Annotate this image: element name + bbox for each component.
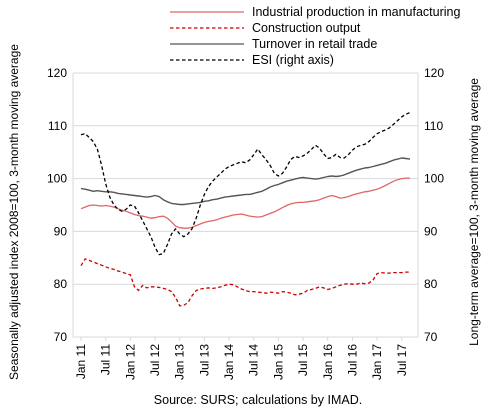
y2-tick-label: 80 bbox=[424, 277, 438, 291]
x-tick-label: Jul 16 bbox=[345, 344, 359, 376]
x-tick-label: Jul 14 bbox=[247, 344, 261, 376]
left-axis-title: Seasonally adjusted index 2008=100, 3-mo… bbox=[7, 44, 21, 380]
y-tick-label: 120 bbox=[47, 66, 67, 80]
series-line-1 bbox=[80, 177, 410, 229]
x-axis-ticks: Jan 11 Jul 11 Jan 12 Jul 12 Jan 13 Jul 13 Jan … bbox=[74, 337, 409, 380]
x-tick-label: Jan 16 bbox=[321, 344, 335, 380]
legend-label: Construction output bbox=[252, 21, 361, 35]
series-lines bbox=[80, 111, 411, 307]
x-tick-label: Jan 13 bbox=[173, 344, 187, 380]
x-tick-label: Jan 17 bbox=[370, 344, 384, 380]
source-note: Source: SURS; calculations by IMAD. bbox=[154, 393, 362, 407]
y2-tick-label: 120 bbox=[424, 66, 444, 80]
x-tick-label: Jul 15 bbox=[296, 344, 310, 376]
legend-label: ESI (right axis) bbox=[252, 53, 334, 67]
y-tick-label: 90 bbox=[54, 224, 68, 238]
y-tick-label: 70 bbox=[54, 330, 68, 344]
legend-label: Turnover in retail trade bbox=[252, 37, 377, 51]
x-tick-label: Jan 15 bbox=[271, 344, 285, 380]
y-tick-label: 110 bbox=[48, 119, 67, 133]
x-tick-label: Jan 11 bbox=[74, 344, 88, 379]
x-tick-label: Jan 14 bbox=[222, 344, 236, 380]
legend-label: Industrial production in manufacturing bbox=[252, 5, 461, 19]
y-tick-label: 80 bbox=[54, 277, 68, 291]
x-tick-label: Jul 12 bbox=[148, 344, 162, 376]
series-line-4 bbox=[80, 111, 411, 256]
series-line-3 bbox=[80, 157, 411, 206]
gridlines bbox=[72, 72, 419, 338]
y-tick-label: 100 bbox=[47, 172, 67, 186]
right-y-axis-ticks: 70 80 90 100 110 120 bbox=[424, 66, 444, 344]
y2-tick-label: 110 bbox=[424, 119, 443, 133]
x-tick-label: Jan 12 bbox=[123, 344, 137, 380]
series-line-2 bbox=[80, 258, 410, 307]
y2-tick-label: 90 bbox=[424, 224, 438, 238]
x-tick-label: Jul 11 bbox=[99, 344, 113, 375]
y2-tick-label: 70 bbox=[424, 330, 438, 344]
x-tick-label: Jul 13 bbox=[197, 344, 211, 376]
x-tick-label: Jul 17 bbox=[395, 344, 409, 376]
left-y-axis-ticks: 70 80 90 100 110 120 bbox=[47, 66, 67, 344]
y2-tick-label: 100 bbox=[424, 172, 444, 186]
right-axis-title: Long-term average=100, 3-month moving av… bbox=[467, 78, 481, 346]
legend: Industrial production in manufacturing Co… bbox=[170, 5, 461, 67]
